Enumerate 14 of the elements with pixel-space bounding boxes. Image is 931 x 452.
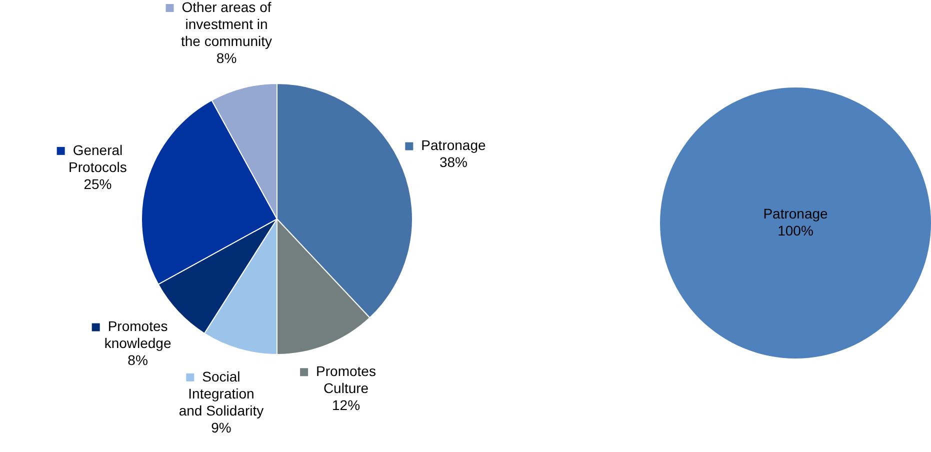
legend-label: Promotes knowledge	[104, 318, 172, 352]
data-label: 25%	[84, 176, 112, 192]
data-label: 100%	[778, 222, 814, 238]
data-label: 9%	[211, 419, 232, 436]
legend-label: Other areas of investment in the community	[180, 0, 272, 49]
legend-label: General Protocols	[68, 142, 127, 175]
slice-label: Patronage	[763, 205, 828, 222]
data-label: 8%	[128, 352, 148, 368]
legend-label: Patronage	[421, 137, 486, 154]
legend-label: Promotes Culture	[316, 363, 376, 396]
legend-label: Social Integration and Solidarity	[178, 368, 264, 418]
data-label: 8%	[216, 50, 237, 66]
data-label: 12%	[332, 397, 360, 414]
data-label: 38%	[439, 154, 468, 170]
